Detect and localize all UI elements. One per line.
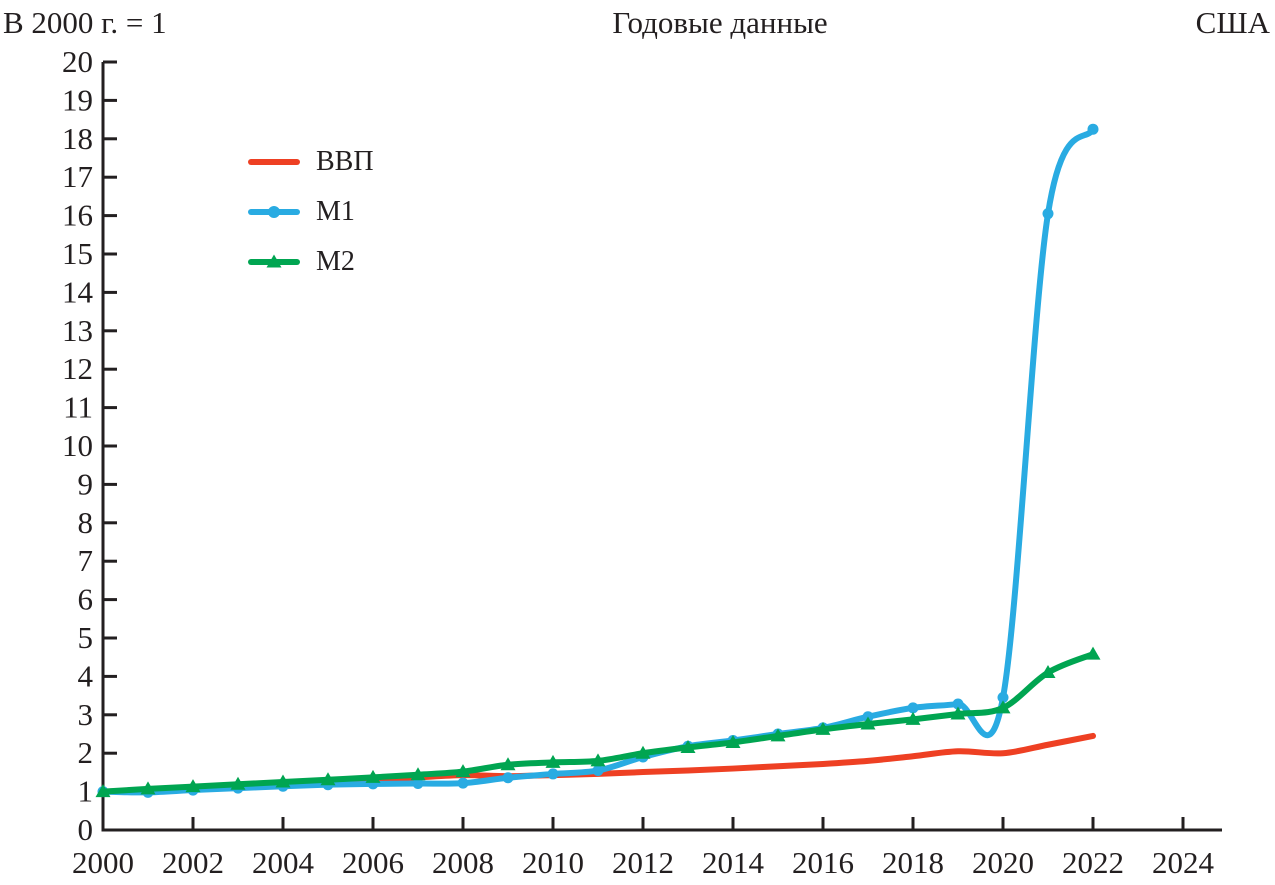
y-axis-tick-label: 20 [62,44,93,79]
x-axis-tick-label: 2002 [162,845,224,880]
series-marker-m2 [320,772,336,786]
country-label: США [1195,5,1270,40]
series-marker-m2 [815,721,831,735]
legend-label-m1: М1 [316,196,355,227]
legend-circle-marker-icon [268,206,280,218]
x-axis-tick-label: 2020 [972,845,1034,880]
series-marker-m2 [140,781,156,795]
x-axis-tick-label: 2024 [1152,845,1215,880]
legend-label-m2: М2 [316,246,355,277]
series-marker-m2 [995,700,1011,714]
x-axis-tick-label: 2014 [702,845,765,880]
x-axis-tick-label: 2008 [432,845,494,880]
x-axis-tick-label: 2006 [342,845,404,880]
series-marker-m1 [1042,208,1054,220]
x-axis-tick-label: 2016 [792,845,854,880]
series-marker-m2 [410,767,426,781]
legend-line-swatch-icon [248,159,300,165]
legend-item-gdp: ВВП [248,137,374,187]
y-axis-tick-label: 18 [62,121,93,156]
y-axis-tick-label: 7 [78,543,94,578]
y-axis-tick-label: 2 [78,735,94,770]
series-marker-m2 [365,769,381,783]
series-marker-m2 [185,779,201,793]
series-marker-m2 [1085,646,1101,660]
x-axis-tick-label: 2010 [522,845,584,880]
series-marker-m1 [412,778,424,790]
series-marker-m1 [547,768,559,780]
x-axis-tick-label: 2022 [1062,845,1124,880]
series-marker-m2 [905,711,921,725]
x-axis-tick-label: 2018 [882,845,944,880]
series-marker-m2 [500,757,516,771]
y-axis-tick-label: 4 [78,658,94,693]
series-marker-m1 [907,702,919,714]
y-axis-tick-label: 10 [62,428,93,463]
axis-unit-note: В 2000 г. = 1 [3,5,167,40]
series-marker-m1 [952,698,964,710]
series-marker-m2 [545,754,561,768]
y-axis-tick-label: 19 [62,82,93,117]
legend-line-triangle-swatch-icon [248,254,300,268]
series-marker-m2 [860,716,876,730]
chart-legend: ВВП М1 М2 [248,137,374,287]
y-axis-tick-label: 3 [78,697,94,732]
series-marker-m2 [590,753,606,767]
series-marker-m2 [275,774,291,788]
y-axis-tick-label: 14 [62,274,94,309]
series-marker-m1 [457,777,469,789]
legend-item-m1: М1 [248,187,374,237]
x-axis-tick-label: 2012 [612,845,674,880]
series-marker-m2 [950,706,966,720]
y-axis-tick-label: 13 [62,313,93,348]
y-axis-tick-label: 16 [62,198,93,233]
series-marker-m1 [1087,123,1099,135]
legend-item-m2: М2 [248,237,374,287]
series-marker-m2 [455,764,471,778]
page-title: Годовые данные [612,5,828,40]
series-marker-m2 [680,739,696,753]
y-axis-tick-label: 5 [78,620,94,655]
y-axis-tick-label: 8 [78,505,94,540]
y-axis-tick-label: 11 [63,390,93,425]
y-axis-tick-label: 15 [62,236,93,271]
legend-label-gdp: ВВП [316,146,374,177]
y-axis-tick-label: 0 [78,812,94,847]
series-marker-m2 [95,784,111,798]
y-axis-tick-label: 6 [78,582,94,617]
series-marker-m2 [1040,665,1056,679]
y-axis-tick-label: 12 [62,351,93,386]
series-marker-m2 [230,776,246,790]
legend-triangle-marker-icon [266,254,282,268]
series-marker-m2 [770,728,786,742]
x-axis-tick-label: 2000 [72,845,134,880]
y-axis-tick-label: 17 [62,159,93,194]
series-marker-m1 [997,692,1009,704]
x-axis-tick-label: 2004 [252,845,315,880]
y-axis-tick-label: 9 [78,466,94,501]
series-marker-m2 [635,745,651,759]
series-marker-m2 [725,734,741,748]
y-axis-tick-label: 1 [78,774,94,809]
legend-line-circle-swatch-icon [248,206,300,218]
series-marker-m1 [592,764,604,776]
series-marker-m1 [502,772,514,784]
